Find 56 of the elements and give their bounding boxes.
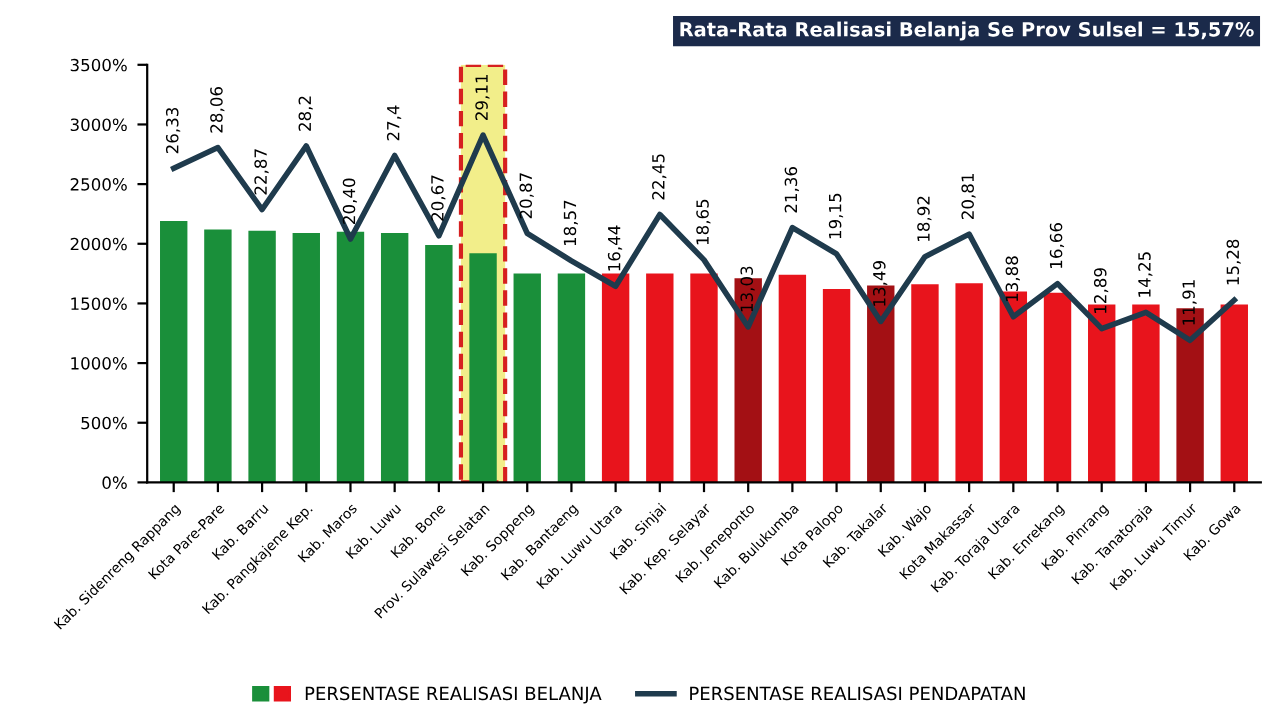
data-label: 22,87 (254, 149, 269, 195)
bar (1220, 304, 1248, 483)
data-label: 16,66 (1049, 223, 1065, 268)
bar (425, 244, 453, 483)
data-label: 14,25 (1138, 252, 1153, 297)
bar (513, 273, 541, 483)
bar (160, 221, 188, 483)
bar (557, 273, 586, 483)
data-label: 11,91 (1182, 280, 1197, 325)
y-tick-label: 0% (102, 476, 127, 489)
y-tick-label: 2500% (70, 178, 127, 191)
data-label: 27,4 (386, 105, 402, 141)
data-label: 20,40 (342, 178, 358, 224)
bar (911, 284, 939, 483)
y-tick-label: 500% (81, 416, 127, 430)
bar (646, 273, 674, 483)
data-label: 18,65 (696, 199, 711, 245)
legend-label: PERSENTASE REALISASI BELANJA (305, 686, 602, 704)
data-label: 29,11 (475, 75, 490, 120)
bar (380, 233, 409, 483)
data-label: 28,06 (210, 87, 225, 133)
bar (336, 231, 365, 483)
bar (469, 253, 497, 483)
text: Rata-Rata Realisasi Belanja Se Prov Sulsel = 15,57% (680, 21, 1254, 41)
data-label: 13,03 (740, 266, 755, 312)
bar (778, 274, 807, 483)
bar (822, 289, 851, 483)
data-label: 18,92 (917, 196, 932, 241)
bar (248, 230, 276, 483)
data-label: 21,36 (784, 166, 799, 213)
data-label: 12,89 (1093, 268, 1109, 313)
data-label: 13,49 (872, 261, 888, 306)
y-tick-label: 2000% (70, 237, 127, 251)
data-label: 22,45 (652, 154, 667, 200)
y-tick-label: 3000% (70, 118, 127, 132)
y-tick-label: 1500% (71, 297, 127, 310)
data-label: 16,44 (607, 225, 623, 271)
bar (601, 273, 630, 483)
bar (690, 273, 718, 483)
data-label: 20,81 (961, 174, 976, 219)
data-label: 13,88 (1005, 256, 1020, 302)
data-label: 20,67 (431, 175, 446, 221)
data-label: 18,57 (563, 200, 578, 246)
data-label: 19,15 (828, 193, 844, 239)
y-tick-label: 1000% (71, 357, 127, 370)
bar (1132, 304, 1160, 483)
data-label: 20,87 (519, 173, 534, 219)
bar (955, 283, 983, 483)
y-tick-label: 3500% (70, 58, 127, 72)
legend-label: PERSENTASE REALISASI PENDAPATAN (690, 686, 1025, 701)
bar (292, 233, 320, 483)
bar (1043, 292, 1072, 483)
bar (204, 229, 232, 483)
data-label: 28,2 (298, 96, 313, 131)
data-label: 15,28 (1226, 239, 1241, 285)
data-label: 26,33 (165, 107, 181, 154)
